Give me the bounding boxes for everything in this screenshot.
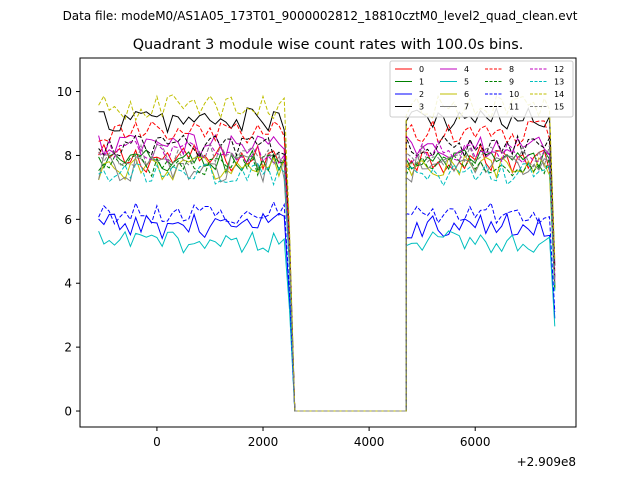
series-line-14 (98, 94, 556, 412)
legend-label-5: 5 (464, 78, 469, 87)
legend-label-6: 6 (464, 90, 469, 99)
x-tick-label: 2000 (248, 435, 279, 449)
series-layer (98, 94, 556, 412)
legend-label-14: 14 (554, 90, 564, 99)
x-axis: 0 2000 4000 6000 (153, 427, 490, 449)
legend-box (389, 60, 574, 118)
legend-label-9: 9 (509, 78, 514, 87)
legend-label-3: 3 (419, 103, 424, 112)
y-tick-label: 10 (57, 85, 72, 99)
x-tick-label: 0 (153, 435, 161, 449)
legend-label-12: 12 (554, 65, 564, 74)
y-tick-label: 8 (64, 149, 72, 163)
x-tick-label: 6000 (460, 435, 491, 449)
x-tick-label: 4000 (354, 435, 385, 449)
legend-label-8: 8 (509, 65, 514, 74)
y-tick-label: 0 (64, 405, 72, 419)
plot-area-frame (79, 57, 577, 428)
legend-label-10: 10 (509, 90, 519, 99)
legend-label-2: 2 (419, 90, 424, 99)
series-line-9 (98, 154, 556, 412)
y-tick-label: 6 (64, 213, 72, 227)
legend-label-7: 7 (464, 103, 469, 112)
legend-label-13: 13 (554, 78, 564, 87)
legend-label-1: 1 (419, 78, 424, 87)
legend-label-15: 15 (554, 103, 564, 112)
chart-title: Quadrant 3 module wise count rates with … (133, 37, 524, 53)
legend-label-11: 11 (509, 103, 519, 112)
suptitle: Data file: modeM0/AS1A05_173T01_90000028… (63, 9, 578, 23)
y-tick-label: 2 (64, 341, 72, 355)
legend-label-4: 4 (464, 65, 469, 74)
y-axis: 0 2 4 6 8 10 (57, 85, 80, 419)
x-axis-offset-label: +2.909e8 (517, 455, 576, 469)
series-line-15 (98, 142, 556, 412)
legend-label-0: 0 (419, 65, 424, 74)
y-tick-label: 4 (64, 277, 72, 291)
